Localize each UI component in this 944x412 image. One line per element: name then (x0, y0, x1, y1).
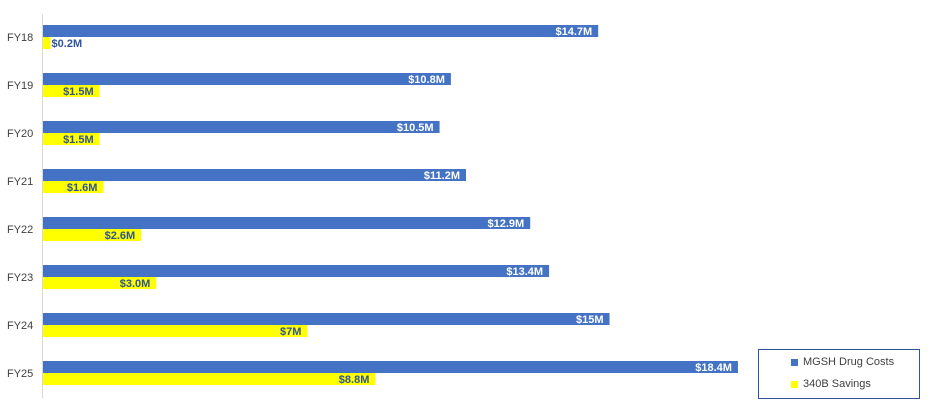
category-label: FY22 (7, 224, 33, 236)
category-label: FY20 (7, 128, 33, 140)
bar-340b-savings (43, 181, 104, 193)
category-label: FY24 (7, 320, 33, 332)
data-label: $14.7M (555, 26, 592, 38)
data-label: $2.6M (105, 230, 136, 242)
data-label: $12.9M (488, 218, 525, 230)
data-label: $3.0M (120, 278, 151, 290)
bar-drug-costs (43, 313, 610, 325)
data-label: $1.6M (67, 182, 98, 194)
category-label: FY18 (7, 32, 33, 44)
bar-drug-costs (43, 217, 531, 229)
data-label: $15M (576, 314, 604, 326)
data-label: $11.2M (424, 170, 460, 182)
bar-340b-savings (43, 133, 100, 145)
data-label: $1.5M (63, 134, 94, 146)
bar-drug-costs (43, 361, 738, 373)
data-label: $0.2M (52, 38, 83, 50)
bar-drug-costs (43, 73, 451, 85)
legend-item-series-2: 340B Savings (791, 378, 871, 390)
bar-drug-costs (43, 169, 467, 181)
bar-drug-costs (43, 265, 550, 277)
legend-label-series-1: MGSH Drug Costs (803, 356, 895, 368)
bar-340b-savings (43, 37, 51, 49)
legend-label-series-2: 340B Savings (803, 378, 871, 390)
data-label: $10.5M (397, 122, 434, 134)
bar-340b-savings (43, 277, 157, 289)
legend-swatch-series-2 (791, 380, 798, 388)
bar-drug-costs (43, 25, 599, 37)
bar-340b-savings (43, 373, 376, 385)
bar-340b-savings (43, 325, 308, 337)
category-label: FY21 (7, 176, 33, 188)
legend: MGSH Drug Costs 340B Savings (758, 349, 920, 399)
category-label: FY25 (7, 368, 33, 380)
category-label: FY23 (7, 272, 33, 284)
data-label: $13.4M (506, 266, 543, 278)
data-label: $8.8M (339, 374, 370, 386)
data-label: $18.4M (695, 362, 732, 374)
legend-swatch-series-1 (791, 358, 798, 366)
legend-item-series-1: MGSH Drug Costs (791, 356, 894, 368)
bar-340b-savings (43, 85, 100, 97)
data-label: $1.5M (63, 86, 94, 98)
data-label: $7M (280, 326, 301, 338)
bar-340b-savings (43, 229, 142, 241)
data-label: $10.8M (408, 74, 445, 86)
category-label: FY19 (7, 80, 33, 92)
bars-group: $14.7M $0.2M $10.8M $1.5M $10.5M $1.5M $11.2M $… (43, 25, 738, 386)
bar-drug-costs (43, 121, 440, 133)
